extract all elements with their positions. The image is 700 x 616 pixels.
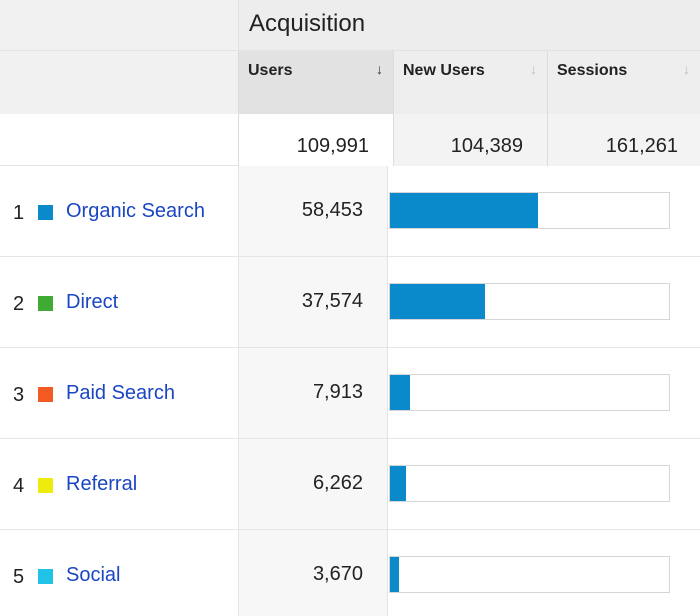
column-label-new-users: New Users — [403, 62, 485, 79]
column-label-sessions: Sessions — [557, 62, 628, 79]
users-value: 6,262 — [312, 472, 363, 494]
users-cell: 37,574 — [238, 257, 388, 347]
column-header-new-users[interactable]: New Users ↓ — [393, 51, 547, 115]
acquisition-title: Acquisition — [249, 10, 366, 37]
row-index: 4 — [13, 475, 25, 497]
total-users-value: 109,991 — [296, 135, 369, 157]
users-cell: 6,262 — [238, 439, 388, 529]
color-swatch — [38, 296, 53, 311]
totals-row: 109,991 104,389 161,261 — [0, 114, 700, 166]
table-row: 3 Paid Search 7,913 — [0, 348, 700, 439]
color-swatch — [38, 205, 53, 220]
sort-arrow-down-icon[interactable]: ↓ — [530, 61, 537, 77]
users-cell: 3,670 — [238, 530, 388, 616]
column-label-users: Users — [248, 62, 293, 79]
total-new-users-cell: 104,389 — [393, 114, 547, 166]
share-bar-fill — [390, 557, 400, 592]
total-sessions-cell: 161,261 — [547, 114, 700, 166]
color-swatch — [38, 569, 53, 584]
share-bar-fill — [390, 193, 539, 228]
column-header-users[interactable]: Users ↓ — [238, 51, 393, 115]
share-bar — [389, 556, 670, 593]
channel-link[interactable]: Referral — [66, 473, 138, 495]
users-cell: 7,913 — [238, 348, 388, 438]
share-bar-fill — [390, 375, 411, 410]
share-bar — [389, 192, 670, 229]
sort-arrow-down-icon[interactable]: ↓ — [376, 61, 383, 77]
acquisition-group-header: Acquisition — [238, 0, 700, 50]
channel-link[interactable]: Paid Search — [66, 382, 175, 404]
total-new-users-value: 104,389 — [450, 135, 523, 157]
header-spacer — [0, 0, 238, 50]
users-value: 58,453 — [301, 199, 363, 221]
column-header-sessions[interactable]: Sessions ↓ — [547, 51, 700, 115]
color-swatch — [38, 478, 53, 493]
table-row: 1 Organic Search 58,453 — [0, 166, 700, 257]
total-users-cell: 109,991 — [238, 114, 393, 166]
row-index: 2 — [13, 293, 25, 315]
channel-link[interactable]: Organic Search — [66, 200, 205, 222]
users-value: 3,670 — [312, 563, 363, 585]
channel-link[interactable]: Social — [66, 564, 121, 586]
users-value: 7,913 — [312, 381, 363, 403]
total-sessions-value: 161,261 — [605, 135, 678, 157]
share-bar — [389, 465, 670, 502]
table-group-header: Acquisition — [0, 0, 700, 50]
sort-arrow-down-icon[interactable]: ↓ — [683, 61, 690, 77]
share-bar — [389, 283, 670, 320]
table-row: 4 Referral 6,262 — [0, 439, 700, 530]
row-index: 5 — [13, 566, 25, 588]
row-index: 1 — [13, 202, 25, 224]
column-header-row: Users ↓ New Users ↓ Sessions ↓ — [0, 50, 700, 115]
users-cell: 58,453 — [238, 166, 388, 256]
table-row: 5 Social 3,670 — [0, 530, 700, 616]
share-bar-fill — [390, 466, 406, 501]
share-bar — [389, 374, 670, 411]
channel-link[interactable]: Direct — [66, 291, 119, 313]
color-swatch — [38, 387, 53, 402]
row-index: 3 — [13, 384, 25, 406]
users-value: 37,574 — [301, 290, 363, 312]
table-row: 2 Direct 37,574 — [0, 257, 700, 348]
share-bar-fill — [390, 284, 486, 319]
